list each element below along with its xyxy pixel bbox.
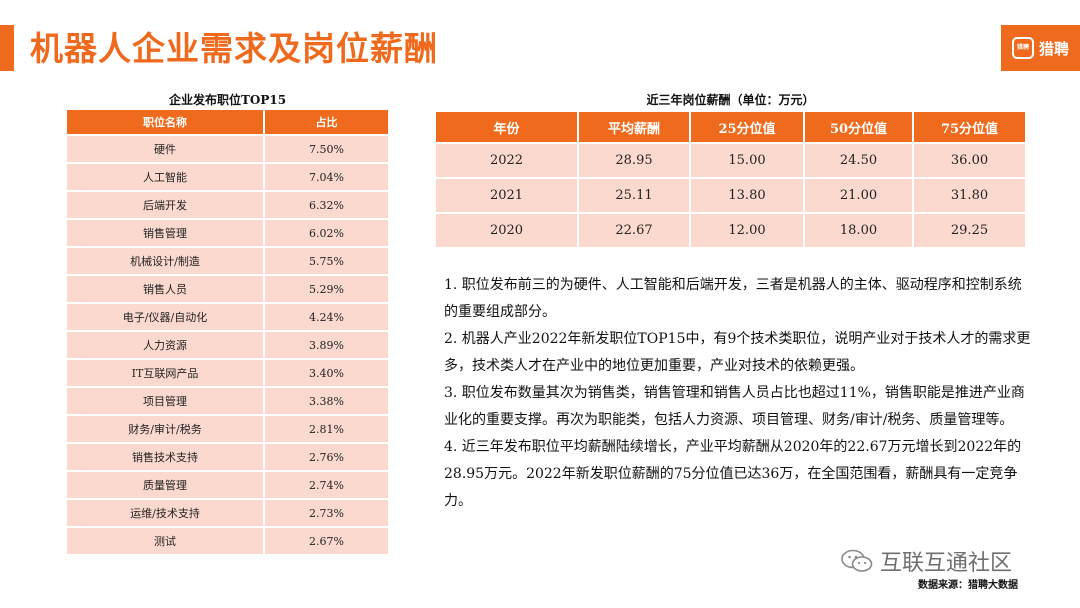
table-cell: 5.75% — [264, 246, 388, 275]
table-cell: 2.67% — [264, 526, 388, 554]
table-row: 后端开发 6.32% — [67, 190, 388, 219]
jobs-table: 职位名称 占比 硬件 7.50% 人工智能 7.04% 后端开发 6.32% 销售管理 6.0… — [67, 110, 388, 554]
salary-col-header: 年份 — [436, 112, 579, 143]
table-cell: 36.00 — [913, 142, 1025, 178]
table-cell: 硬件 — [67, 134, 265, 163]
table-row: 销售人员 5.29% — [67, 274, 388, 303]
note-paragraph: 3. 职位发布数量其次为销售类，销售管理和销售人员占比也超过11%，销售职能是推… — [444, 385, 1025, 428]
salary-col-header: 25分位值 — [690, 112, 805, 143]
salary-table-caption: 近三年岗位薪酬（单位：万元） — [646, 93, 815, 107]
note-paragraph: 1. 职位发布前三的为硬件、人工智能和后端开发，三者是机器人的主体、驱动程序和控… — [444, 277, 1022, 320]
note-paragraph: 2. 机器人产业2022年新发职位TOP15中，有9个技术类职位，说明产业对于技… — [444, 331, 1031, 374]
table-cell: 3.40% — [264, 358, 388, 387]
table-cell: 25.11 — [578, 177, 691, 213]
salary-col-header: 平均薪酬 — [578, 112, 691, 143]
table-cell: 22.67 — [578, 212, 691, 247]
table-row: 电子/仪器/自动化 4.24% — [67, 302, 388, 331]
table-row: IT互联网产品 3.40% — [67, 358, 388, 387]
table-cell: 销售技术支持 — [67, 442, 265, 471]
data-source: 数据来源：猎聘大数据 — [918, 580, 1018, 591]
table-cell: 人力资源 — [67, 330, 265, 359]
table-cell: 财务/审计/税务 — [67, 414, 265, 443]
analysis-notes: 1. 职位发布前三的为硬件、人工智能和后端开发，三者是机器人的主体、驱动程序和控… — [444, 272, 1034, 515]
table-cell: 机械设计/制造 — [67, 246, 265, 275]
table-cell: 2.76% — [264, 442, 388, 471]
table-cell: 31.80 — [913, 177, 1025, 213]
wechat-icon — [841, 549, 873, 572]
table-cell: 12.00 — [690, 212, 805, 247]
table-row: 2021 25.11 13.80 21.00 31.80 — [436, 177, 1025, 213]
table-cell: 2022 — [436, 142, 579, 178]
table-cell: 6.32% — [264, 190, 388, 219]
table-row: 销售管理 6.02% — [67, 218, 388, 247]
table-cell: IT互联网产品 — [67, 358, 265, 387]
table-cell: 运维/技术支持 — [67, 498, 265, 527]
table-cell: 测试 — [67, 526, 265, 554]
table-cell: 3.89% — [264, 330, 388, 359]
table-cell: 15.00 — [690, 142, 805, 178]
logo-badge-icon: 猎聘 — [1011, 37, 1034, 59]
table-cell: 21.00 — [804, 177, 914, 213]
title-accent-bar — [0, 25, 14, 71]
table-row: 人力资源 3.89% — [67, 330, 388, 359]
table-cell: 2.73% — [264, 498, 388, 527]
table-cell: 2.81% — [264, 414, 388, 443]
table-cell: 后端开发 — [67, 190, 265, 219]
salary-col-header: 75分位值 — [913, 112, 1025, 143]
salary-table-header: 年份 平均薪酬 25分位值 50分位值 75分位值 — [436, 112, 1025, 143]
table-cell: 6.02% — [264, 218, 388, 247]
table-cell: 销售管理 — [67, 218, 265, 247]
table-row: 运维/技术支持 2.73% — [67, 498, 388, 527]
table-cell: 18.00 — [804, 212, 914, 247]
wechat-watermark: 互联互通社区 — [840, 545, 1012, 577]
table-row: 2020 22.67 12.00 18.00 29.25 — [436, 212, 1025, 247]
table-row: 销售技术支持 2.76% — [67, 442, 388, 471]
table-row: 硬件 7.50% — [67, 134, 388, 163]
jobs-col-header: 占比 — [264, 110, 388, 135]
table-cell: 人工智能 — [67, 162, 265, 191]
salary-table: 年份 平均薪酬 25分位值 50分位值 75分位值 2022 28.95 15.00… — [436, 112, 1025, 247]
table-cell: 销售人员 — [67, 274, 265, 303]
table-cell: 2021 — [436, 177, 579, 213]
logo-text: 猎聘 — [1038, 39, 1069, 58]
page-title: 机器人企业需求及岗位薪酬 — [30, 29, 438, 68]
table-cell: 3.38% — [264, 386, 388, 415]
salary-col-header: 50分位值 — [804, 112, 914, 143]
table-cell: 5.29% — [264, 274, 388, 303]
jobs-col-header: 职位名称 — [67, 110, 265, 135]
table-cell: 4.24% — [264, 302, 388, 331]
table-row: 质量管理 2.74% — [67, 470, 388, 499]
table-row: 2022 28.95 15.00 24.50 36.00 — [436, 142, 1025, 178]
table-cell: 24.50 — [804, 142, 914, 178]
table-cell: 2020 — [436, 212, 579, 247]
table-cell: 29.25 — [913, 212, 1025, 247]
table-cell: 质量管理 — [67, 470, 265, 499]
watermark-text: 互联互通社区 — [880, 551, 1013, 576]
table-cell: 7.50% — [264, 134, 388, 163]
table-row: 财务/审计/税务 2.81% — [67, 414, 388, 443]
note-paragraph: 4. 近三年发布职位平均薪酬陆续增长，产业平均薪酬从2020年的22.67万元增… — [444, 439, 1022, 509]
table-row: 项目管理 3.38% — [67, 386, 388, 415]
table-row: 机械设计/制造 5.75% — [67, 246, 388, 275]
liepin-logo: 猎聘 猎聘 — [1001, 25, 1080, 71]
table-row: 人工智能 7.04% — [67, 162, 388, 191]
table-cell: 2.74% — [264, 470, 388, 499]
jobs-table-caption: 企业发布职位TOP15 — [168, 93, 287, 107]
table-cell: 28.95 — [578, 142, 691, 178]
table-cell: 项目管理 — [67, 386, 265, 415]
table-cell: 7.04% — [264, 162, 388, 191]
jobs-table-header: 职位名称 占比 — [67, 110, 388, 135]
table-cell: 电子/仪器/自动化 — [67, 302, 265, 331]
table-cell: 13.80 — [690, 177, 805, 213]
table-row: 测试 2.67% — [67, 526, 388, 554]
